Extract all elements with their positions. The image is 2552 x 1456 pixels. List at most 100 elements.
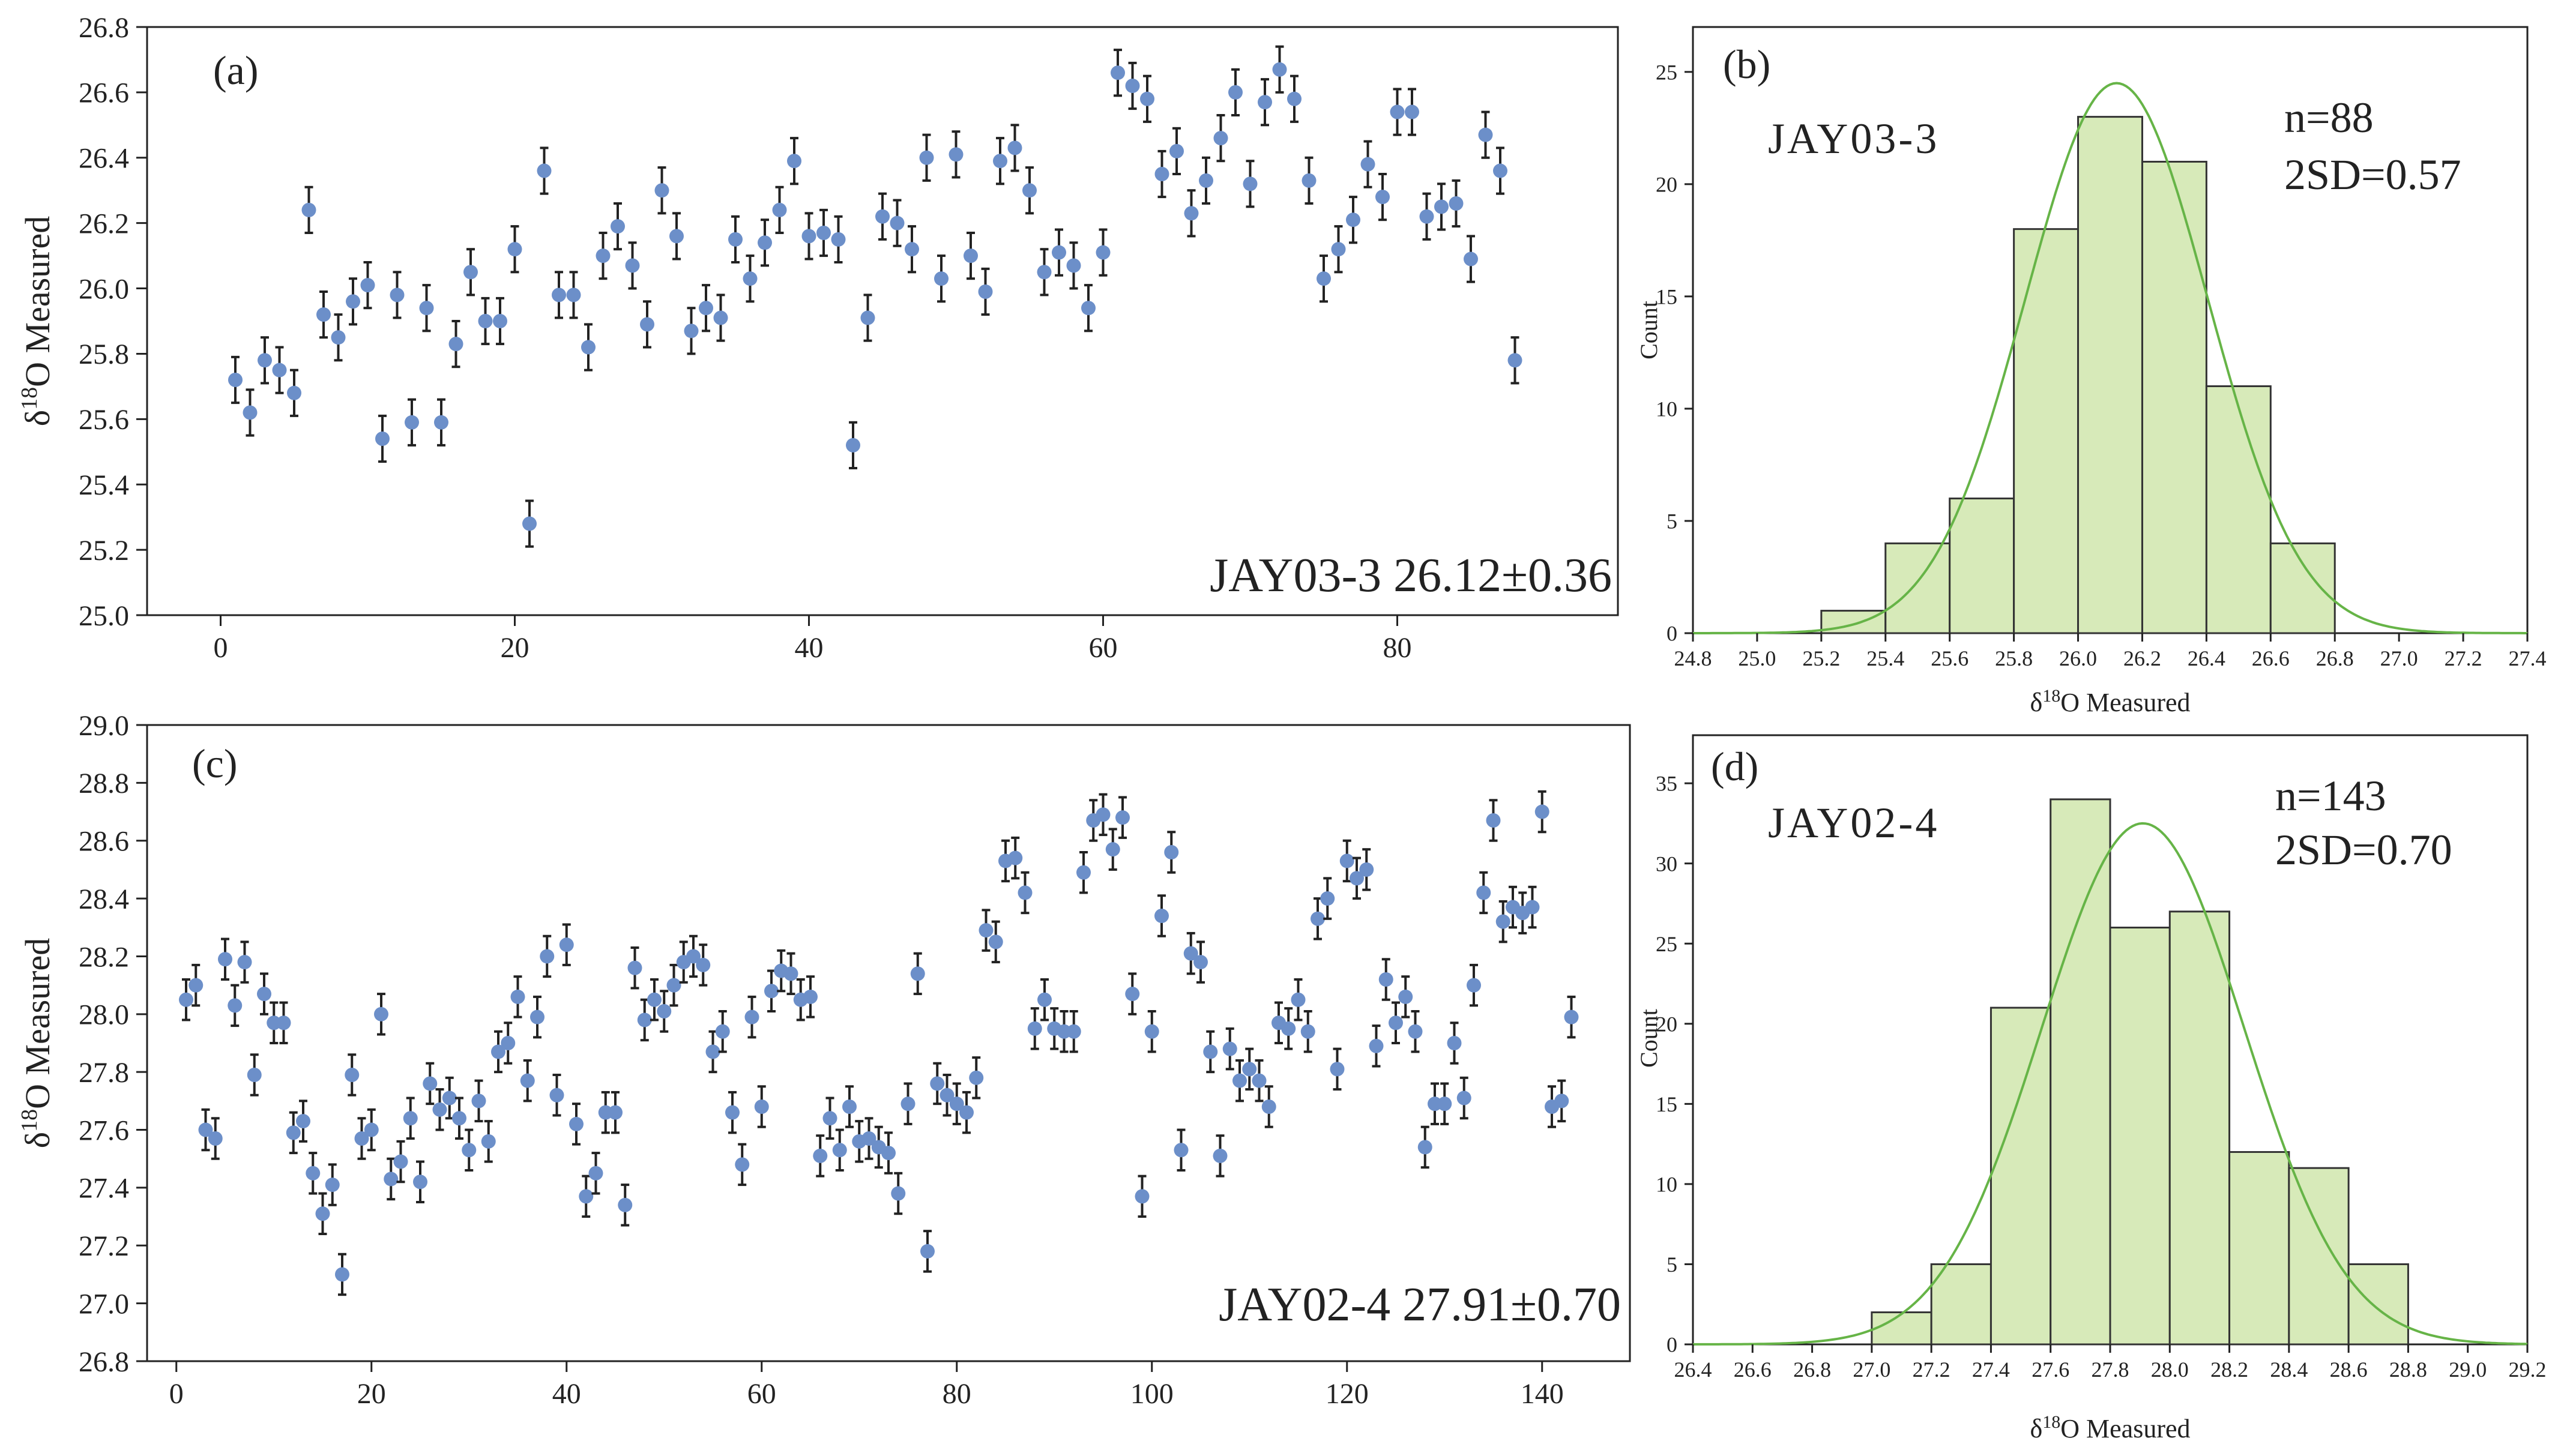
x-tick-label: 60 xyxy=(1089,632,1118,664)
data-point-marker xyxy=(1272,62,1287,77)
data-point xyxy=(1096,793,1111,837)
data-point xyxy=(1086,799,1101,842)
data-point-marker xyxy=(1419,209,1434,224)
data-point-marker xyxy=(1467,978,1481,993)
x-tick-label: 24.8 xyxy=(1674,646,1712,670)
data-point-marker xyxy=(596,248,611,263)
x-tick-label: 20 xyxy=(357,1378,386,1410)
data-point-marker xyxy=(1007,140,1022,155)
x-tick-label: 26.2 xyxy=(2123,646,2161,670)
data-point-marker xyxy=(1066,258,1081,273)
data-point-marker xyxy=(559,937,574,952)
data-point xyxy=(413,1160,427,1203)
data-point xyxy=(1360,140,1375,188)
x-tick-label: 40 xyxy=(795,632,824,664)
data-point xyxy=(228,355,243,405)
data-point-marker xyxy=(669,229,684,244)
y-tick-label: 35 xyxy=(1656,772,1677,796)
data-point-marker xyxy=(787,154,801,169)
data-point-marker xyxy=(331,330,346,345)
data-point xyxy=(276,1001,291,1044)
data-point-marker xyxy=(419,301,434,316)
data-point xyxy=(1183,931,1198,975)
data-point xyxy=(1300,1010,1315,1053)
data-point xyxy=(969,1056,984,1100)
data-point-marker xyxy=(540,949,555,964)
data-point xyxy=(237,940,252,984)
data-point-marker xyxy=(1317,271,1331,286)
data-point-marker xyxy=(1184,206,1199,221)
y-tick-label: 25.2 xyxy=(79,535,129,567)
histogram-bar xyxy=(2050,798,2111,1346)
data-point xyxy=(537,146,552,195)
data-point xyxy=(875,192,890,241)
data-point xyxy=(1258,78,1272,127)
data-point-marker xyxy=(1476,885,1491,900)
x-tick-label: 25.4 xyxy=(1866,646,1904,670)
data-point xyxy=(919,133,934,182)
data-point-marker xyxy=(1193,955,1208,970)
y-tick-label: 27.4 xyxy=(79,1173,129,1205)
data-point xyxy=(208,1117,223,1160)
data-point-marker xyxy=(1360,157,1375,172)
data-point xyxy=(471,1079,486,1123)
data-point-marker xyxy=(1478,127,1493,142)
data-point xyxy=(569,1103,584,1146)
panel-d-fit-curve xyxy=(1692,822,2528,1346)
data-point xyxy=(822,1097,837,1140)
data-point xyxy=(744,995,759,1039)
data-point xyxy=(1144,1010,1159,1053)
y-tick-label: 20 xyxy=(1656,1012,1677,1036)
data-point-marker xyxy=(1164,845,1179,859)
data-point xyxy=(442,1076,457,1120)
histogram-bar xyxy=(1930,1263,1992,1346)
panel-d-bars xyxy=(1871,798,2409,1346)
panel-b-bars xyxy=(1820,116,2336,634)
data-point-marker xyxy=(861,1131,876,1146)
data-point-marker xyxy=(910,966,925,981)
panel-b-sd: 2SD=0.57 xyxy=(2284,151,2461,199)
data-point-marker xyxy=(1154,909,1169,923)
data-point xyxy=(846,421,860,469)
data-point-marker xyxy=(1076,865,1091,880)
data-point xyxy=(1213,114,1228,163)
data-point xyxy=(910,952,925,996)
data-point-marker xyxy=(530,1009,544,1024)
data-point xyxy=(316,290,331,339)
data-point xyxy=(478,296,493,346)
data-point xyxy=(1066,241,1081,290)
data-point xyxy=(783,952,798,996)
data-point-marker xyxy=(744,1009,759,1024)
data-point xyxy=(871,1125,886,1169)
panel-d-sample: JAY02-4 xyxy=(1768,799,1939,847)
data-point xyxy=(1287,74,1302,123)
data-point-marker xyxy=(374,1006,388,1021)
data-point-marker xyxy=(566,287,581,302)
data-point xyxy=(448,320,463,369)
x-tick-label: 26.4 xyxy=(1674,1358,1712,1382)
data-point xyxy=(890,199,905,247)
histogram-bar xyxy=(1949,498,2015,634)
data-point-marker xyxy=(934,271,949,286)
data-point xyxy=(618,1184,633,1227)
data-point xyxy=(520,1059,535,1103)
data-point-marker xyxy=(964,248,978,263)
data-point-marker xyxy=(390,287,405,302)
data-point xyxy=(218,937,232,981)
panel-a-ticks xyxy=(136,26,1398,626)
panel-c-scatter: 0 20 40 60 80 100 120 140 26.8 27.0 27.2 27.4 27.6 27… xyxy=(17,710,1631,1410)
data-point-marker xyxy=(801,229,816,244)
data-point-marker xyxy=(522,516,537,531)
data-point xyxy=(384,1157,399,1201)
data-point xyxy=(588,1152,603,1195)
data-point xyxy=(1111,49,1125,97)
data-point xyxy=(654,166,669,215)
data-point xyxy=(676,940,691,984)
y-tick-label: 25.0 xyxy=(79,600,129,632)
data-point-marker xyxy=(1213,1148,1228,1163)
y-tick-label: 10 xyxy=(1656,397,1677,421)
data-point-marker xyxy=(1135,1189,1150,1204)
data-point xyxy=(1545,1085,1559,1128)
data-point-marker xyxy=(640,317,654,332)
data-point xyxy=(1437,1082,1452,1125)
